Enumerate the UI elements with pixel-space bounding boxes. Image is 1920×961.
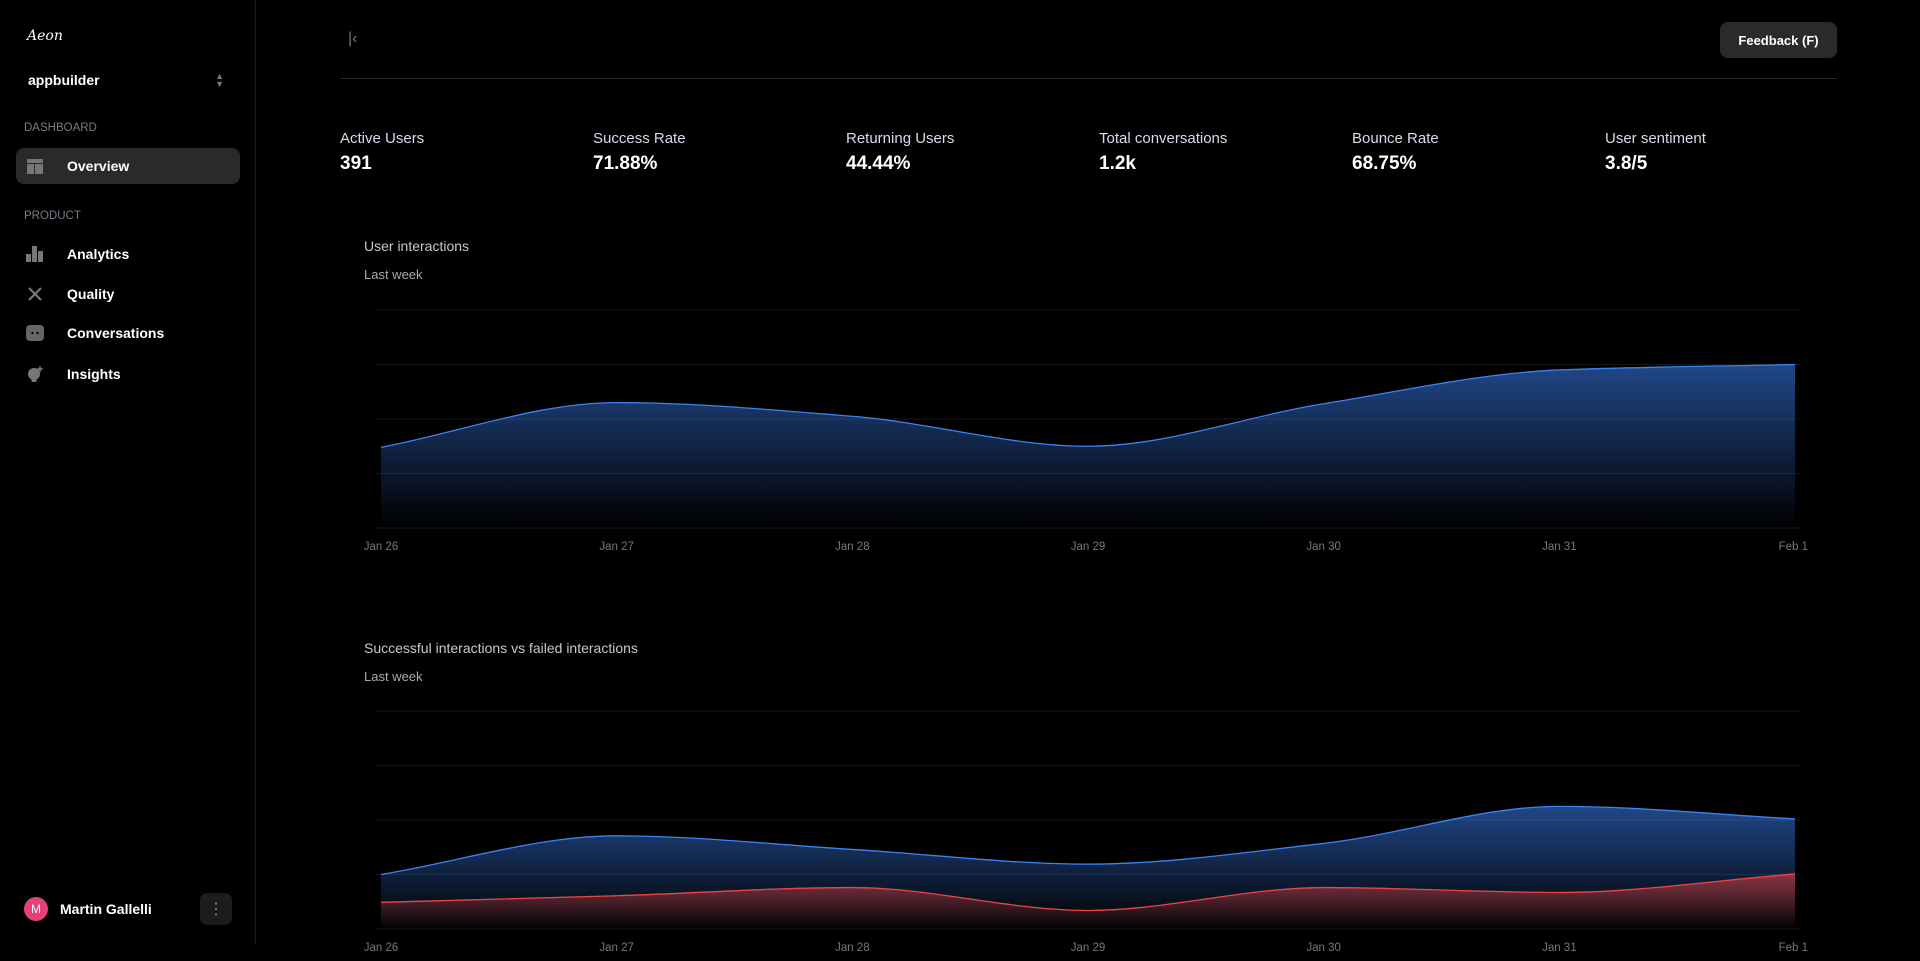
series-line bbox=[380, 805, 1796, 876]
feedback-button[interactable]: Feedback (F) bbox=[1720, 22, 1837, 58]
stat-label: Active Users bbox=[340, 130, 425, 147]
user-profile: M Martin Gallelli ⋮ bbox=[24, 893, 232, 925]
stat-card: Returning Users 44.44% bbox=[846, 130, 1086, 175]
x-tick-label: Jan 29 bbox=[1071, 942, 1106, 954]
stat-card: Total conversations 1.2k bbox=[1099, 130, 1339, 175]
stat-label: Total conversations bbox=[1099, 130, 1228, 147]
x-tick-label: Jan 30 bbox=[1306, 942, 1341, 954]
main-content: |‹ Feedback (F) Active Users 391 Success R… bbox=[340, 0, 1837, 954]
sidebar-item-quality[interactable]: Quality bbox=[16, 276, 240, 312]
x-tick-label: Jan 26 bbox=[364, 541, 399, 553]
chart-subtitle: Last week bbox=[364, 267, 423, 282]
stat-value: 1.2k bbox=[1099, 153, 1136, 174]
stat-value: 391 bbox=[340, 153, 372, 174]
sidebar-item-label: Conversations bbox=[67, 325, 165, 341]
stat-value: 3.8/5 bbox=[1605, 153, 1648, 174]
x-tick-label: Jan 27 bbox=[599, 541, 634, 553]
header-divider bbox=[340, 78, 1837, 79]
x-tick-label: Jan 29 bbox=[1071, 541, 1106, 553]
user-interactions-chart: Jan 26 Jan 27 Jan 28 Jan 29 Jan 30 Jan 31 Feb … bbox=[364, 309, 1808, 553]
stat-card: Active Users 391 bbox=[340, 130, 580, 175]
stat-value: 68.75% bbox=[1352, 153, 1417, 174]
success-vs-failed-chart: Jan 26 Jan 27 Jan 28 Jan 29 Jan 30 Jan 31 Feb … bbox=[364, 710, 1808, 954]
collapse-sidebar-icon[interactable]: |‹ bbox=[348, 30, 358, 47]
x-tick-label: Jan 27 bbox=[599, 942, 634, 954]
x-tick-label: Feb 1 bbox=[1779, 541, 1808, 553]
sidebar-item-conversations[interactable]: Conversations bbox=[16, 315, 240, 351]
bar-chart-icon bbox=[26, 245, 44, 263]
sidebar-item-overview[interactable]: Overview bbox=[16, 148, 240, 184]
sidebar-item-label: Insights bbox=[67, 366, 121, 382]
x-tick-label: Jan 28 bbox=[835, 942, 870, 954]
series-line bbox=[380, 873, 1796, 912]
logo: Aeon bbox=[27, 28, 63, 44]
tools-icon bbox=[26, 285, 44, 303]
sidebar-item-label: Analytics bbox=[67, 246, 130, 262]
more-options-button[interactable]: ⋮ bbox=[200, 893, 232, 925]
stat-card: Success Rate 71.88% bbox=[593, 130, 833, 175]
x-tick-label: Jan 30 bbox=[1306, 541, 1341, 553]
x-tick-label: Feb 1 bbox=[1779, 942, 1808, 954]
chevron-up-down-icon: ▲ ▼ bbox=[215, 71, 224, 89]
lightbulb-sparkle-icon bbox=[26, 365, 44, 383]
section-label-dashboard: DASHBOARD bbox=[24, 122, 97, 134]
layout-icon bbox=[26, 157, 44, 175]
section-label-product: PRODUCT bbox=[24, 210, 81, 222]
x-tick-label: Jan 31 bbox=[1542, 942, 1577, 954]
chat-icon bbox=[26, 324, 44, 342]
x-tick-label: Jan 28 bbox=[835, 541, 870, 553]
sidebar-item-insights[interactable]: Insights bbox=[16, 356, 240, 392]
sidebar-item-label: Quality bbox=[67, 286, 115, 302]
avatar: M bbox=[24, 897, 48, 921]
stat-label: Bounce Rate bbox=[1352, 130, 1439, 147]
series-area bbox=[381, 873, 1795, 929]
stat-label: Success Rate bbox=[593, 130, 686, 147]
sidebar-item-label: Overview bbox=[67, 158, 130, 174]
sidebar: Aeon appbuilder ▲ ▼ DASHBOARD Overview PR… bbox=[0, 0, 256, 945]
stat-label: Returning Users bbox=[846, 130, 955, 147]
chart-subtitle: Last week bbox=[364, 669, 423, 684]
user-name: Martin Gallelli bbox=[60, 901, 152, 917]
chart-title: Successful interactions vs failed intera… bbox=[364, 640, 638, 656]
stat-value: 71.88% bbox=[593, 153, 658, 174]
sidebar-item-analytics[interactable]: Analytics bbox=[16, 236, 240, 272]
series-line bbox=[380, 363, 1796, 448]
stat-card: User sentiment 3.8/5 bbox=[1605, 130, 1845, 175]
x-tick-label: Jan 26 bbox=[364, 942, 399, 954]
workspace-name: appbuilder bbox=[28, 72, 100, 88]
chart-title: User interactions bbox=[364, 238, 470, 254]
x-tick-label: Jan 31 bbox=[1542, 541, 1577, 553]
stat-value: 44.44% bbox=[846, 153, 911, 174]
stat-label: User sentiment bbox=[1605, 130, 1706, 147]
more-vertical-icon: ⋮ bbox=[208, 901, 224, 918]
workspace-switcher[interactable]: appbuilder ▲ ▼ bbox=[28, 70, 224, 90]
stat-card: Bounce Rate 68.75% bbox=[1352, 130, 1592, 175]
